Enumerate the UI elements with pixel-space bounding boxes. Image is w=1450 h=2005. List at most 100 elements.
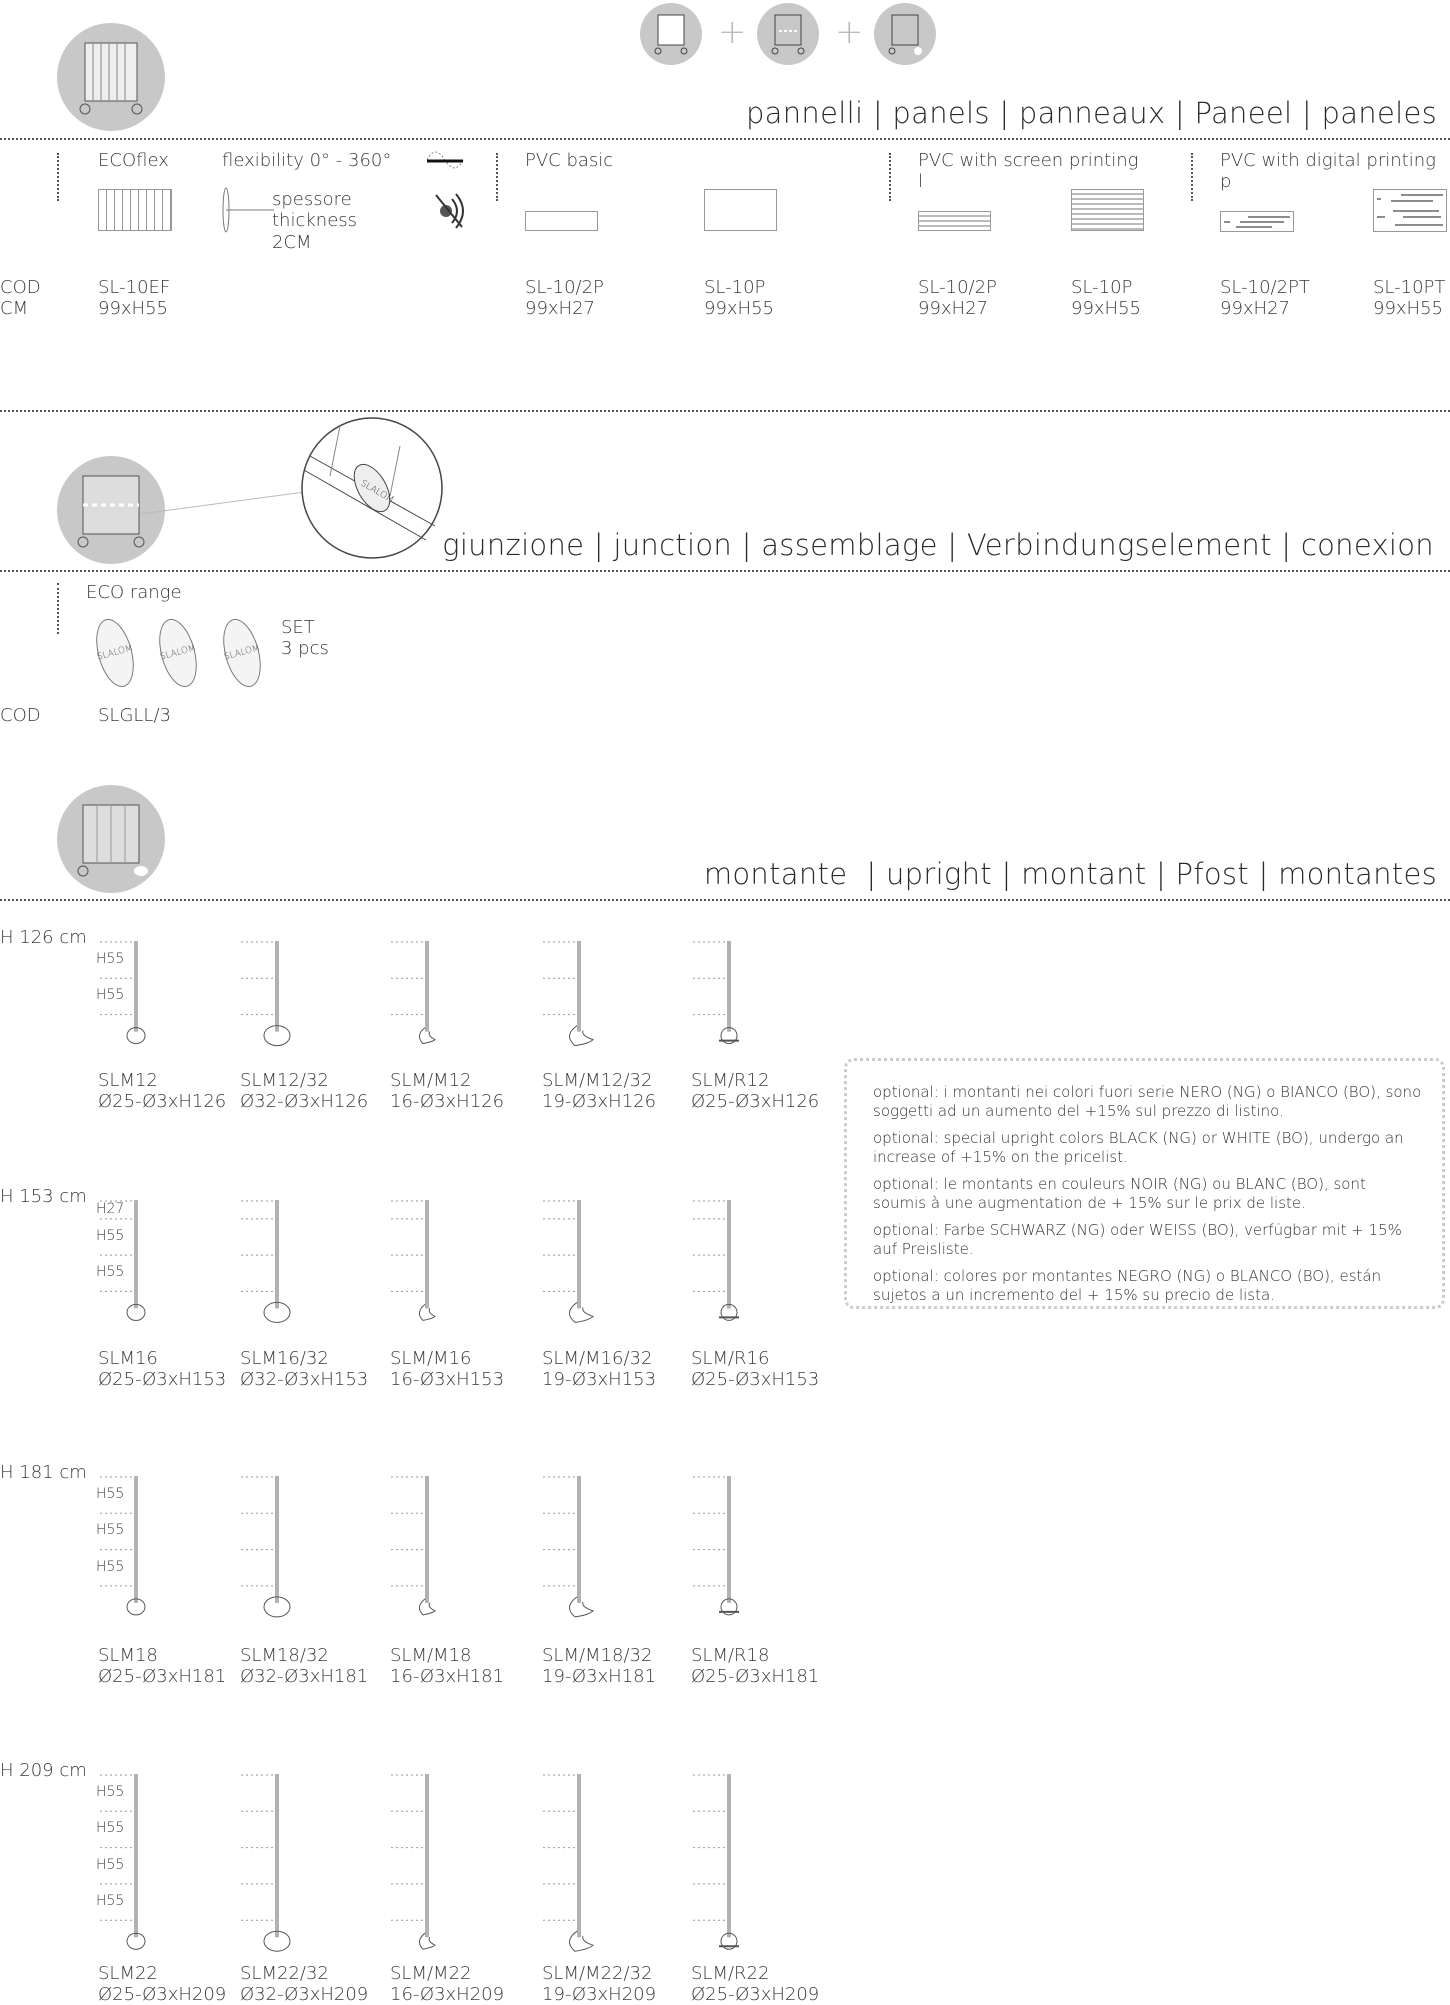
pvc-basic-half-panel-image (525, 211, 598, 231)
junction-heading: giunzione | junction | assemblage | Verb… (442, 528, 1434, 562)
group-label: PVC with screen printing (918, 150, 1139, 171)
segment-height-label: H27 (96, 1200, 125, 1217)
junction-disc-image: SLALOM (89, 614, 141, 692)
flexibility-icon (426, 151, 464, 169)
ecoflex-panel-image (98, 189, 172, 231)
row-height-label: H 126 cm (0, 927, 87, 948)
segment-height-label: H55 (96, 1486, 125, 1503)
junction-assembly-icon (57, 456, 165, 564)
segment-height-label: H55 (96, 1558, 125, 1575)
upright-half-moon-image (391, 1476, 436, 1616)
upright-code: SLM/M12 (390, 1070, 472, 1091)
optional-colors-note: optional: i montanti nei colori fuori se… (844, 1058, 1445, 1309)
segment-height-label: H55 (96, 1784, 125, 1801)
note-de: optional: Farbe SCHWARZ (NG) oder WEISS … (873, 1221, 1402, 1258)
row-height-label: H 181 cm (0, 1462, 87, 1483)
group-label: PVC with digital printing (1220, 150, 1436, 171)
row-height-label: H 209 cm (0, 1760, 87, 1781)
upright-code: SLM12/32 (240, 1070, 329, 1091)
thickness-label: thickness (272, 210, 358, 231)
upright-code: SLM/M18/32 (542, 1645, 653, 1666)
upright-code: SLM16 (98, 1348, 158, 1369)
product-code: SL-10P (1071, 277, 1133, 298)
thickness-label: spessore (272, 189, 352, 210)
upright-round-image (100, 941, 146, 1045)
divider (0, 899, 1450, 901)
upright-assembly-icon (57, 785, 165, 893)
digital-printed-half-panel-image (1220, 211, 1294, 232)
panel-step-icon (640, 3, 702, 65)
junction-disc-image: SLALOM (152, 614, 204, 692)
upright-code: SLM16/32 (240, 1348, 329, 1369)
group-label: PVC basic (525, 150, 614, 171)
divider (496, 153, 498, 201)
divider (0, 138, 1450, 140)
upright-heading: montante | upright | montant | Pfost | m… (703, 857, 1437, 891)
group-label: ECOflex (98, 150, 169, 171)
range-label: ECO range (86, 582, 182, 603)
upright-code: SLM/M16 (390, 1348, 472, 1369)
upright-size: Ø25-Ø3xH153 (691, 1369, 820, 1390)
junction-code: SLGLL/3 (98, 705, 171, 726)
note-fr: optional: le montants en couleurs NOIR (… (873, 1175, 1366, 1212)
product-size: 99xH27 (1220, 298, 1290, 319)
set-quantity: 3 pcs (281, 638, 329, 659)
connector-line (140, 491, 306, 515)
upright-size: 16-Ø3xH126 (390, 1091, 505, 1112)
upright-size: Ø32-Ø3xH126 (240, 1091, 369, 1112)
group-label: flexibility 0° - 360° (222, 150, 392, 171)
segment-height-label: H55 (96, 1227, 125, 1244)
note-en: optional: special upright colors BLACK (… (873, 1129, 1404, 1166)
upright-code: SLM/R12 (691, 1070, 770, 1091)
segment-height-label: H55 (96, 1522, 125, 1539)
upright-half-moon-image (391, 1774, 436, 1950)
product-code: SL-10PT (1373, 277, 1446, 298)
upright-size: Ø32-Ø3xH181 (240, 1666, 369, 1687)
product-code: SL-10P (704, 277, 766, 298)
upright-size: 19-Ø3xH126 (542, 1091, 657, 1112)
upright-half-moon-large-image (543, 1476, 594, 1618)
product-size: 99xH27 (918, 298, 988, 319)
junction-disc-image: SLALOM (216, 614, 268, 692)
thickness-value: 2CM (272, 232, 312, 253)
segment-height-label: H55 (96, 1893, 125, 1910)
segment-height-label: H55 (96, 987, 125, 1004)
upright-code: SLM18/32 (240, 1645, 329, 1666)
panel-assembly-icon (57, 23, 165, 131)
upright-code: SLM/M22 (390, 1963, 472, 1984)
upright-size: Ø25-Ø3xH153 (98, 1369, 227, 1390)
plus-icon: + (835, 12, 864, 52)
code-label: COD (0, 277, 41, 298)
screen-printed-half-panel-image (918, 211, 991, 231)
divider (57, 583, 59, 634)
product-code: SL-10/2P (525, 277, 604, 298)
upright-half-moon-large-image (543, 941, 594, 1047)
thickness-icon (222, 187, 274, 233)
segment-height-label: H55 (96, 1264, 125, 1281)
upright-code: SLM/M12/32 (542, 1070, 653, 1091)
upright-size: 16-Ø3xH181 (390, 1666, 505, 1687)
upright-half-moon-large-image (543, 1200, 594, 1323)
upright-size: Ø25-Ø3xH181 (98, 1666, 227, 1687)
upright-code: SLM18 (98, 1645, 158, 1666)
note-it: optional: i montanti nei colori fuori se… (873, 1083, 1422, 1120)
upright-code: SLM/R22 (691, 1963, 770, 1984)
junction-detail-image: SLALOM (301, 417, 443, 559)
upright-code: SLM/M16/32 (542, 1348, 653, 1369)
upright-half-moon-image (391, 1200, 436, 1321)
divider (0, 570, 1450, 572)
segment-height-label: H55 (96, 1856, 125, 1873)
upright-code: SLM22/32 (240, 1963, 329, 1984)
upright-size: Ø25-Ø3xH181 (691, 1666, 820, 1687)
upright-step-icon (874, 3, 936, 65)
upright-code: SLM12 (98, 1070, 158, 1091)
divider (57, 153, 59, 201)
upright-size: Ø25-Ø3xH209 (98, 1984, 227, 2005)
upright-size: 16-Ø3xH209 (390, 1984, 505, 2005)
upright-round-feet-image (693, 1476, 739, 1616)
upright-size: 19-Ø3xH181 (542, 1666, 657, 1687)
group-sublabel: l (918, 171, 924, 192)
upright-round-feet-image (693, 1774, 739, 1950)
upright-size: Ø25-Ø3xH209 (691, 1984, 820, 2005)
group-sublabel: p (1220, 171, 1232, 192)
